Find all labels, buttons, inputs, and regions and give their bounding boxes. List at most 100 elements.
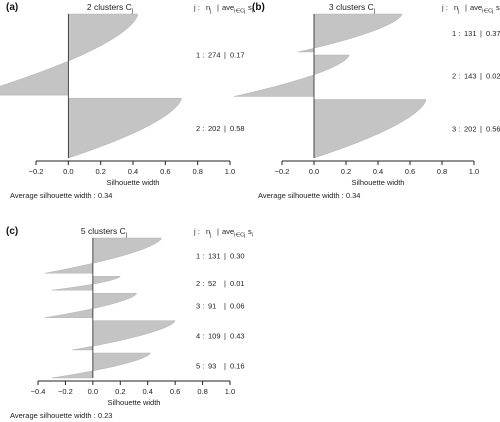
cluster-stats-1: 1 : 274 | 0.17 [196, 51, 245, 60]
cluster-sep: | [480, 29, 482, 38]
header-nj: nj [206, 227, 211, 239]
header-si: si [248, 227, 253, 239]
cluster-sep: | [224, 301, 226, 310]
panel-label: (b) [252, 2, 265, 13]
cluster-label: 1 : [196, 51, 204, 60]
cluster-sep: | [224, 279, 226, 288]
silhouette-panel-3: (c) 5 clusters Cj j : nj | avei∈Cj si 1 : 131 | 0.… [6, 226, 253, 420]
x-tick-label: 1.0 [225, 387, 235, 396]
panel-title: 2 clusters Cj [87, 2, 133, 15]
x-tick-label: −0.2 [58, 387, 73, 396]
header-sep: | [217, 3, 219, 12]
x-axis-label: Silhouette width [352, 178, 405, 187]
x-axis: −0.2 0.0 0.2 0.4 0.6 0.8 1.0 Silhouette width [275, 160, 479, 187]
panel-title: 3 clusters Cj [329, 2, 375, 15]
header-sep: | [465, 3, 467, 12]
cluster-avg: 0.43 [230, 331, 245, 340]
x-tick-label: −0.2 [275, 167, 290, 176]
average-silhouette-width: Average silhouette width : 0.34 [10, 191, 112, 200]
cluster-n: 93 [208, 361, 216, 370]
cluster-n: 131 [208, 252, 221, 261]
cluster-sep: | [480, 125, 482, 134]
header-ave: avei∈Cj [470, 3, 493, 15]
x-tick-label: 0.8 [437, 167, 447, 176]
header-ave: avei∈Cj [222, 3, 245, 15]
cluster-n: 274 [208, 51, 221, 60]
x-tick-label: 1.0 [469, 167, 479, 176]
cluster-label: 1 : [452, 29, 460, 38]
x-tick-label: 0.6 [405, 167, 415, 176]
x-tick-label: 0.8 [192, 167, 202, 176]
header-j: j : [441, 3, 448, 12]
x-axis-label: Silhouette width [107, 178, 160, 187]
x-tick-label: 0.8 [197, 387, 207, 396]
cluster-stats-5: 5 : 93 | 0.16 [196, 361, 245, 370]
cluster-label: 2 : [452, 72, 460, 81]
cluster-stats-2: 2 : 52 | 0.01 [196, 279, 245, 288]
cluster-label: 5 : [196, 361, 204, 370]
x-tick-label: 0.0 [63, 167, 73, 176]
header-j: j : [193, 3, 200, 12]
cluster-stats-2: 2 : 202 | 0.58 [196, 124, 245, 133]
cluster-n: 91 [208, 301, 216, 310]
cluster-stats-1: 1 : 131 | 0.30 [196, 252, 245, 261]
x-tick-label: 0.4 [373, 167, 383, 176]
x-axis: −0.4 −0.2 0.0 0.2 0.4 0.6 0.8 1.0 Silhouette wid… [31, 380, 235, 407]
x-axis-label: Silhouette width [108, 398, 161, 407]
header-si: si [496, 3, 500, 15]
x-tick-label: 0.6 [170, 387, 180, 396]
panel-label: (c) [6, 226, 18, 237]
x-tick-label: 0.4 [128, 167, 138, 176]
cluster-label: 1 : [196, 252, 204, 261]
header-ave: avei∈Cj [222, 227, 245, 239]
cluster-avg: 0.01 [230, 279, 245, 288]
silhouette-cluster-1 [44, 237, 162, 274]
cluster-n: 202 [208, 124, 221, 133]
silhouette-cluster-5 [51, 352, 151, 379]
silhouette-cluster-1 [297, 13, 403, 53]
cluster-label: 3 : [196, 301, 204, 310]
panel-title: 5 clusters Cj [81, 226, 127, 239]
cluster-label: 2 : [196, 279, 204, 288]
x-tick-label: 0.2 [341, 167, 351, 176]
header-nj: nj [454, 3, 459, 15]
cluster-sep: | [224, 124, 226, 133]
x-tick-label: 0.4 [142, 387, 152, 396]
x-tick-label: 1.0 [225, 167, 235, 176]
cluster-sep: | [224, 331, 226, 340]
cluster-avg: 0.30 [230, 252, 245, 261]
cluster-avg: 0.56 [486, 125, 500, 134]
panel-label: (a) [6, 2, 18, 13]
x-tick-label: 0.2 [95, 167, 105, 176]
cluster-avg: 0.06 [230, 301, 245, 310]
header-j: j : [193, 227, 200, 236]
cluster-stats-4: 4 : 109 | 0.43 [196, 331, 245, 340]
cluster-label: 3 : [452, 125, 460, 134]
silhouette-cluster-2 [51, 276, 121, 291]
average-silhouette-width: Average silhouette width : 0.23 [10, 411, 112, 420]
header-nj: nj [206, 3, 211, 15]
cluster-n: 52 [208, 279, 216, 288]
x-tick-label: 0.0 [309, 167, 319, 176]
average-silhouette-width: Average silhouette width : 0.34 [258, 191, 360, 200]
cluster-n: 143 [464, 72, 477, 81]
cluster-avg: 0.17 [230, 51, 245, 60]
silhouette-cluster-2 [233, 54, 350, 97]
x-tick-label: −0.2 [29, 167, 44, 176]
silhouette-cluster-3 [313, 99, 427, 159]
cluster-stats-3: 3 : 202 | 0.56 [452, 125, 500, 134]
silhouette-cluster-4 [72, 320, 176, 351]
cluster-avg: 0.02 [486, 72, 500, 81]
silhouette-panel-1: (a) 2 clusters Cj j : nj | avei∈Cj si1 :274 | 0.… [0, 2, 253, 200]
silhouette-cluster-1 [0, 13, 139, 96]
cluster-stats-3: 3 : 91 | 0.06 [196, 301, 245, 310]
x-tick-label: 0.6 [160, 167, 170, 176]
cluster-stats-2: 2 : 143 | 0.02 [452, 72, 500, 81]
cluster-sep: | [480, 72, 482, 81]
cluster-stats-1: 1 : 131 | 0.37 [452, 29, 500, 38]
